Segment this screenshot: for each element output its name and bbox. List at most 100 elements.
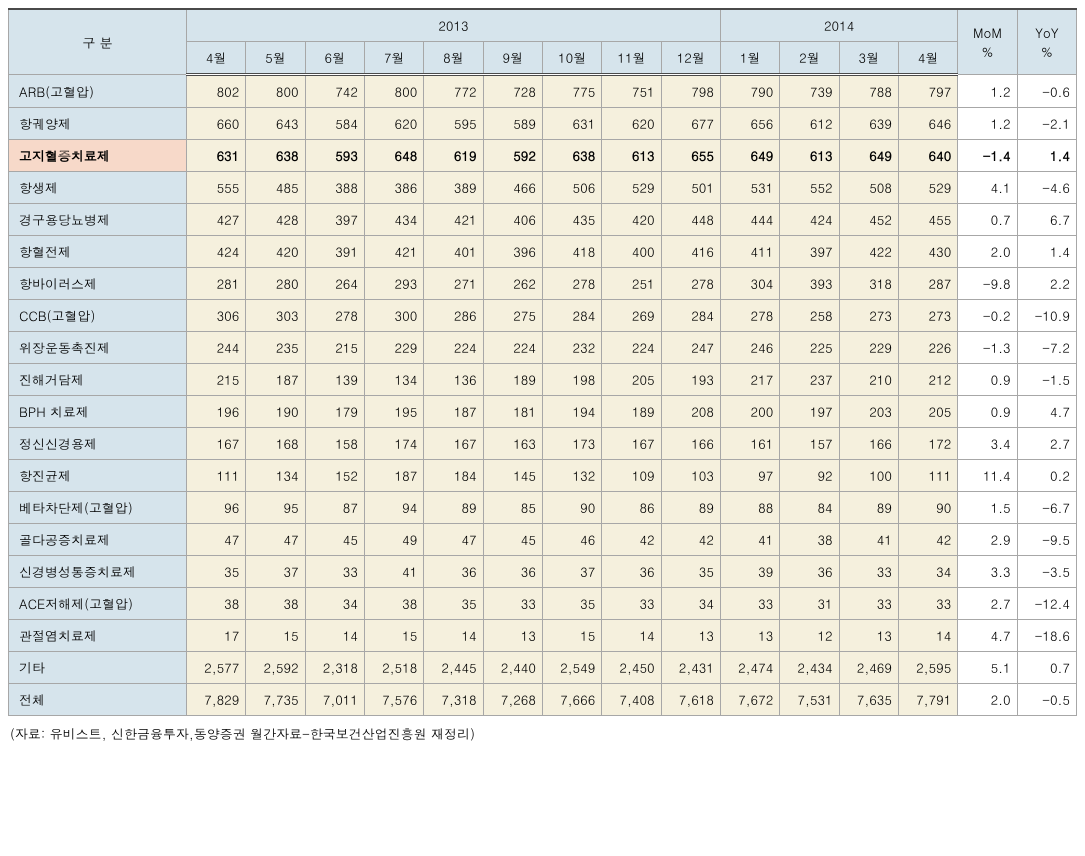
cell-yoy: 4.7 — [1017, 396, 1076, 428]
cell-value: 96 — [186, 492, 245, 524]
cell-value: 7,011 — [305, 684, 364, 716]
header-year-2014: 2014 — [720, 9, 957, 42]
cell-value: 2,474 — [720, 652, 779, 684]
cell-value: 613 — [780, 140, 839, 172]
cell-value: 7,672 — [720, 684, 779, 716]
row-label: 항궤양제 — [9, 108, 187, 140]
cell-value: 139 — [305, 364, 364, 396]
cell-value: 198 — [542, 364, 601, 396]
cell-value: 798 — [661, 75, 720, 108]
cell-value: 167 — [424, 428, 483, 460]
cell-value: 318 — [839, 268, 898, 300]
cell-value: 38 — [364, 588, 423, 620]
cell-value: 244 — [186, 332, 245, 364]
cell-value: 167 — [186, 428, 245, 460]
table-row: 진해거담제21518713913413618919820519321723721… — [9, 364, 1077, 396]
cell-value: 278 — [305, 300, 364, 332]
header-month: 10월 — [542, 42, 601, 75]
row-label: CCB(고혈압) — [9, 300, 187, 332]
cell-value: 273 — [839, 300, 898, 332]
cell-value: 2,434 — [780, 652, 839, 684]
row-label: 항생제 — [9, 172, 187, 204]
cell-value: 195 — [364, 396, 423, 428]
cell-value: 649 — [839, 140, 898, 172]
cell-value: 36 — [780, 556, 839, 588]
cell-value: 416 — [661, 236, 720, 268]
table-row: 관절염치료제171514151413151413131213144.7-18.6 — [9, 620, 1077, 652]
cell-mom: 1.5 — [958, 492, 1017, 524]
cell-value: 273 — [898, 300, 957, 332]
cell-yoy: -7.2 — [1017, 332, 1076, 364]
cell-value: 205 — [898, 396, 957, 428]
cell-value: 34 — [305, 588, 364, 620]
cell-value: 38 — [780, 524, 839, 556]
cell-value: 2,549 — [542, 652, 601, 684]
table-row: 항혈전제424420391421401396418400416411397422… — [9, 236, 1077, 268]
cell-value: 742 — [305, 75, 364, 108]
cell-value: 7,318 — [424, 684, 483, 716]
cell-value: 406 — [483, 204, 542, 236]
cell-yoy: -6.7 — [1017, 492, 1076, 524]
cell-value: 41 — [364, 556, 423, 588]
cell-value: 97 — [720, 460, 779, 492]
cell-value: 189 — [483, 364, 542, 396]
table-header: 구 분 2013 2014 MoM% YoY% 4월5월6월7월8월9월10월1… — [9, 9, 1077, 75]
row-label: 신경병성통증치료제 — [9, 556, 187, 588]
row-label: 고지혈증치료제 — [9, 140, 187, 172]
cell-value: 2,431 — [661, 652, 720, 684]
cell-value: 435 — [542, 204, 601, 236]
cell-value: 36 — [602, 556, 661, 588]
cell-yoy: -2.1 — [1017, 108, 1076, 140]
cell-value: 172 — [898, 428, 957, 460]
cell-mom: 11.4 — [958, 460, 1017, 492]
cell-value: 639 — [839, 108, 898, 140]
row-label: 진해거담제 — [9, 364, 187, 396]
cell-value: 677 — [661, 108, 720, 140]
cell-value: 401 — [424, 236, 483, 268]
cell-value: 134 — [246, 460, 305, 492]
cell-value: 306 — [186, 300, 245, 332]
cell-value: 258 — [780, 300, 839, 332]
cell-value: 501 — [661, 172, 720, 204]
cell-value: 592 — [483, 140, 542, 172]
cell-value: 271 — [424, 268, 483, 300]
header-month: 3월 — [839, 42, 898, 75]
cell-value: 229 — [839, 332, 898, 364]
header-month: 5월 — [246, 42, 305, 75]
cell-yoy: 6.7 — [1017, 204, 1076, 236]
row-label: 전체 — [9, 684, 187, 716]
cell-value: 7,576 — [364, 684, 423, 716]
cell-value: 531 — [720, 172, 779, 204]
cell-value: 14 — [305, 620, 364, 652]
row-label: 항혈전제 — [9, 236, 187, 268]
cell-value: 2,595 — [898, 652, 957, 684]
cell-value: 300 — [364, 300, 423, 332]
cell-value: 14 — [602, 620, 661, 652]
table-row: 신경병성통증치료제353733413636373635393633343.3-3… — [9, 556, 1077, 588]
header-month: 12월 — [661, 42, 720, 75]
cell-value: 134 — [364, 364, 423, 396]
cell-value: 35 — [661, 556, 720, 588]
cell-value: 33 — [839, 588, 898, 620]
table-row: 정신신경용제1671681581741671631731671661611571… — [9, 428, 1077, 460]
cell-yoy: 1.4 — [1017, 236, 1076, 268]
row-label: ARB(고혈압) — [9, 75, 187, 108]
cell-value: 396 — [483, 236, 542, 268]
header-month: 4월 — [898, 42, 957, 75]
cell-value: 278 — [661, 268, 720, 300]
cell-value: 95 — [246, 492, 305, 524]
row-label: 위장운동촉진제 — [9, 332, 187, 364]
row-label: ACE저해제(고혈압) — [9, 588, 187, 620]
cell-value: 7,635 — [839, 684, 898, 716]
cell-value: 751 — [602, 75, 661, 108]
cell-value: 208 — [661, 396, 720, 428]
cell-value: 612 — [780, 108, 839, 140]
cell-value: 797 — [898, 75, 957, 108]
cell-value: 397 — [305, 204, 364, 236]
cell-value: 275 — [483, 300, 542, 332]
cell-value: 420 — [602, 204, 661, 236]
cell-value: 646 — [898, 108, 957, 140]
cell-value: 620 — [602, 108, 661, 140]
cell-value: 422 — [839, 236, 898, 268]
cell-value: 397 — [780, 236, 839, 268]
